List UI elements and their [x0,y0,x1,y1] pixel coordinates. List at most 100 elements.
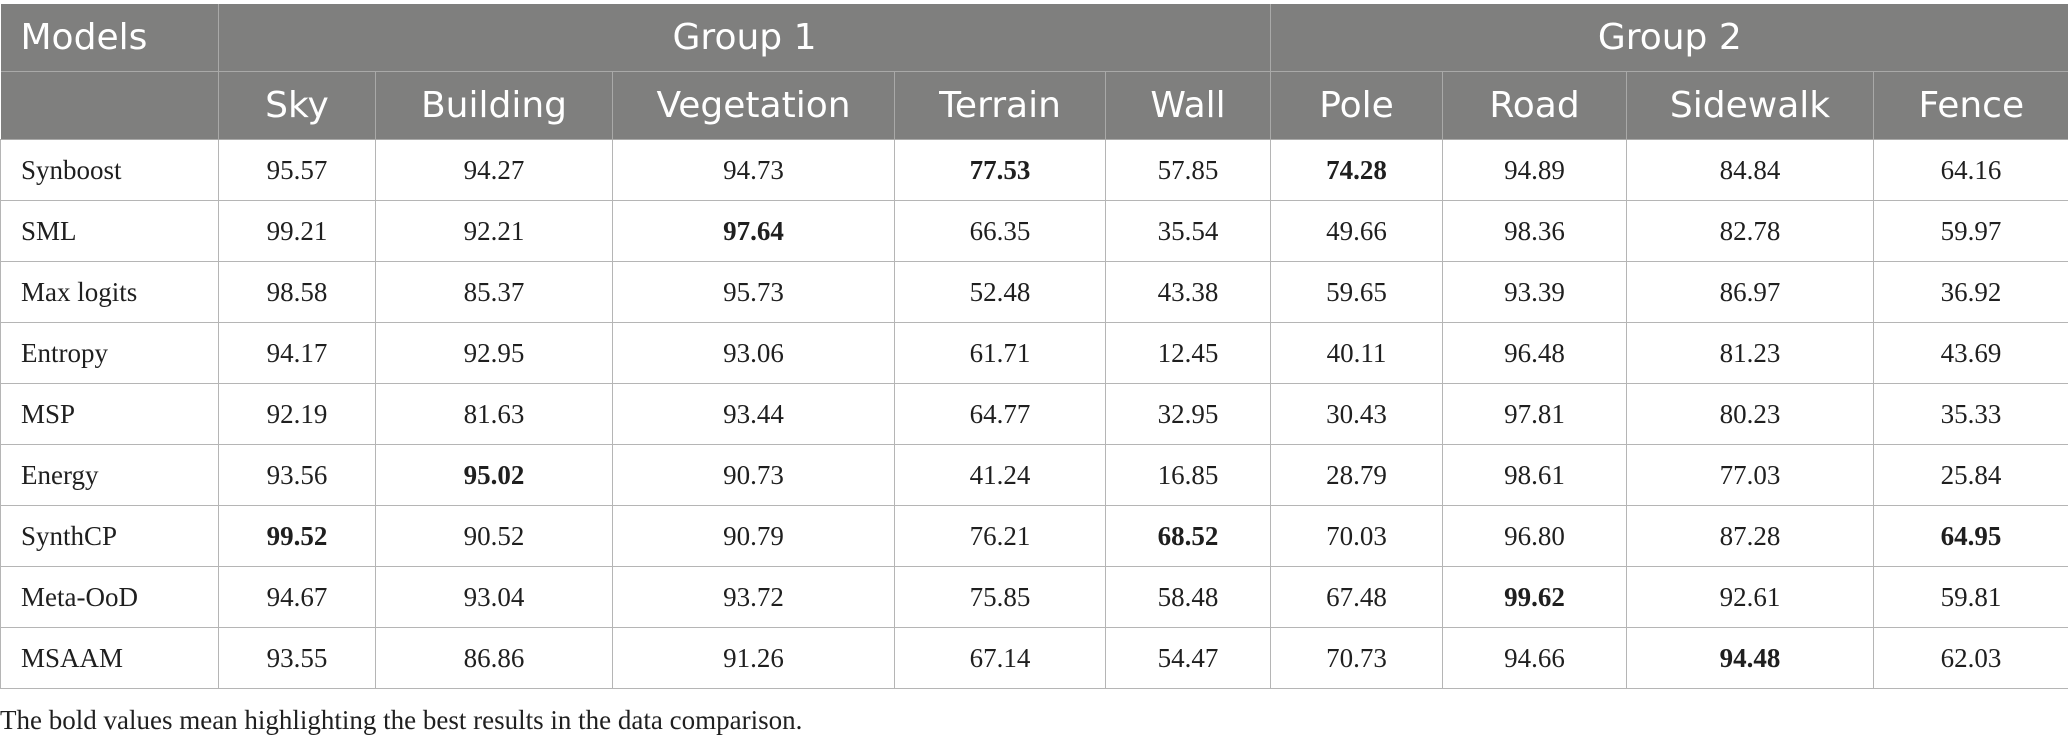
table-row: Synboost 95.57 94.27 94.73 77.53 57.85 74.28 94… [0,139,2068,201]
value-cell: 16.85 [1104,444,1272,506]
model-name-cell: Synboost [0,139,219,201]
value-cell: 95.02 [375,444,613,506]
table-body: Synboost 95.57 94.27 94.73 77.53 57.85 74.28 94… [0,139,2068,689]
value-cell: 77.03 [1626,444,1875,506]
value-cell: 97.81 [1442,383,1628,445]
value-cell: 67.14 [894,627,1106,689]
value-cell: 49.66 [1270,200,1444,262]
value-cell: 96.48 [1442,322,1628,384]
results-table: Models Group 1 Group 2 Sky Building Vege… [0,4,2068,689]
value-cell: 99.62 [1442,566,1628,628]
value-cell: 59.97 [1873,200,2068,262]
value-cell: 98.61 [1442,444,1628,506]
group-2-header: Group 2 [1270,4,2068,72]
value-cell: 94.89 [1442,139,1628,201]
value-cell: 93.56 [218,444,376,506]
value-cell: 99.21 [218,200,376,262]
value-cell: 68.52 [1104,505,1272,567]
value-cell: 93.55 [218,627,376,689]
table-footnote: The bold values mean highlighting the be… [0,705,803,735]
value-cell: 43.38 [1104,261,1272,323]
value-cell: 90.79 [612,505,895,567]
column-header: Building [375,71,613,140]
value-cell: 91.26 [612,627,895,689]
value-cell: 61.71 [894,322,1106,384]
value-cell: 40.11 [1270,322,1444,384]
value-cell: 75.85 [894,566,1106,628]
model-name-cell: Entropy [0,322,219,384]
column-header: Terrain [894,71,1106,140]
group-1-header: Group 1 [218,4,1272,72]
value-cell: 90.52 [375,505,613,567]
models-header-blank [0,71,219,140]
value-cell: 67.48 [1270,566,1444,628]
value-cell: 99.52 [218,505,376,567]
value-cell: 93.39 [1442,261,1628,323]
value-cell: 92.19 [218,383,376,445]
value-cell: 64.95 [1873,505,2068,567]
value-cell: 62.03 [1873,627,2068,689]
value-cell: 94.48 [1626,627,1875,689]
value-cell: 64.16 [1873,139,2068,201]
value-cell: 84.84 [1626,139,1875,201]
value-cell: 28.79 [1270,444,1444,506]
value-cell: 93.04 [375,566,613,628]
value-cell: 58.48 [1104,566,1272,628]
value-cell: 59.81 [1873,566,2068,628]
model-name-cell: Meta-OoD [0,566,219,628]
table-row: MSAAM 93.55 86.86 91.26 67.14 54.47 70.73 94.66… [0,627,2068,689]
value-cell: 64.77 [894,383,1106,445]
value-cell: 92.61 [1626,566,1875,628]
value-cell: 93.44 [612,383,895,445]
value-cell: 74.28 [1270,139,1444,201]
value-cell: 92.21 [375,200,613,262]
value-cell: 95.73 [612,261,895,323]
value-cell: 43.69 [1873,322,2068,384]
value-cell: 76.21 [894,505,1106,567]
value-cell: 97.64 [612,200,895,262]
value-cell: 85.37 [375,261,613,323]
column-header: Wall [1105,71,1272,140]
value-cell: 41.24 [894,444,1106,506]
value-cell: 86.86 [375,627,613,689]
column-header-row: Sky Building Vegetation Terrain Wall Pol… [0,71,2068,140]
value-cell: 35.33 [1873,383,2068,445]
value-cell: 92.95 [375,322,613,384]
value-cell: 81.23 [1626,322,1875,384]
table-row: Energy 93.56 95.02 90.73 41.24 16.85 28.79 98.6… [0,444,2068,506]
model-name-cell: Energy [0,444,219,506]
column-header: Fence [1873,71,2068,140]
column-header: Vegetation [612,71,895,140]
model-name-cell: Max logits [0,261,219,323]
group-header-row: Models Group 1 Group 2 [0,4,2068,72]
value-cell: 52.48 [894,261,1106,323]
model-name-cell: MSAAM [0,627,219,689]
value-cell: 30.43 [1270,383,1444,445]
value-cell: 95.57 [218,139,376,201]
table-row: SynthCP 99.52 90.52 90.79 76.21 68.52 70.03 96.… [0,505,2068,567]
table-row: MSP 92.19 81.63 93.44 64.77 32.95 30.43 97.81 80… [0,383,2068,445]
value-cell: 86.97 [1626,261,1875,323]
value-cell: 81.63 [375,383,613,445]
value-cell: 94.27 [375,139,613,201]
value-cell: 98.36 [1442,200,1628,262]
value-cell: 12.45 [1104,322,1272,384]
value-cell: 66.35 [894,200,1106,262]
value-cell: 57.85 [1104,139,1272,201]
column-header: Road [1442,71,1628,140]
value-cell: 94.17 [218,322,376,384]
model-name-cell: SML [0,200,219,262]
value-cell: 90.73 [612,444,895,506]
value-cell: 93.06 [612,322,895,384]
column-header: Pole [1270,71,1444,140]
model-name-cell: MSP [0,383,219,445]
value-cell: 96.80 [1442,505,1628,567]
value-cell: 94.66 [1442,627,1628,689]
model-name-cell: SynthCP [0,505,219,567]
models-header: Models [0,4,219,72]
value-cell: 32.95 [1104,383,1272,445]
value-cell: 70.73 [1270,627,1444,689]
value-cell: 70.03 [1270,505,1444,567]
value-cell: 94.67 [218,566,376,628]
value-cell: 93.72 [612,566,895,628]
